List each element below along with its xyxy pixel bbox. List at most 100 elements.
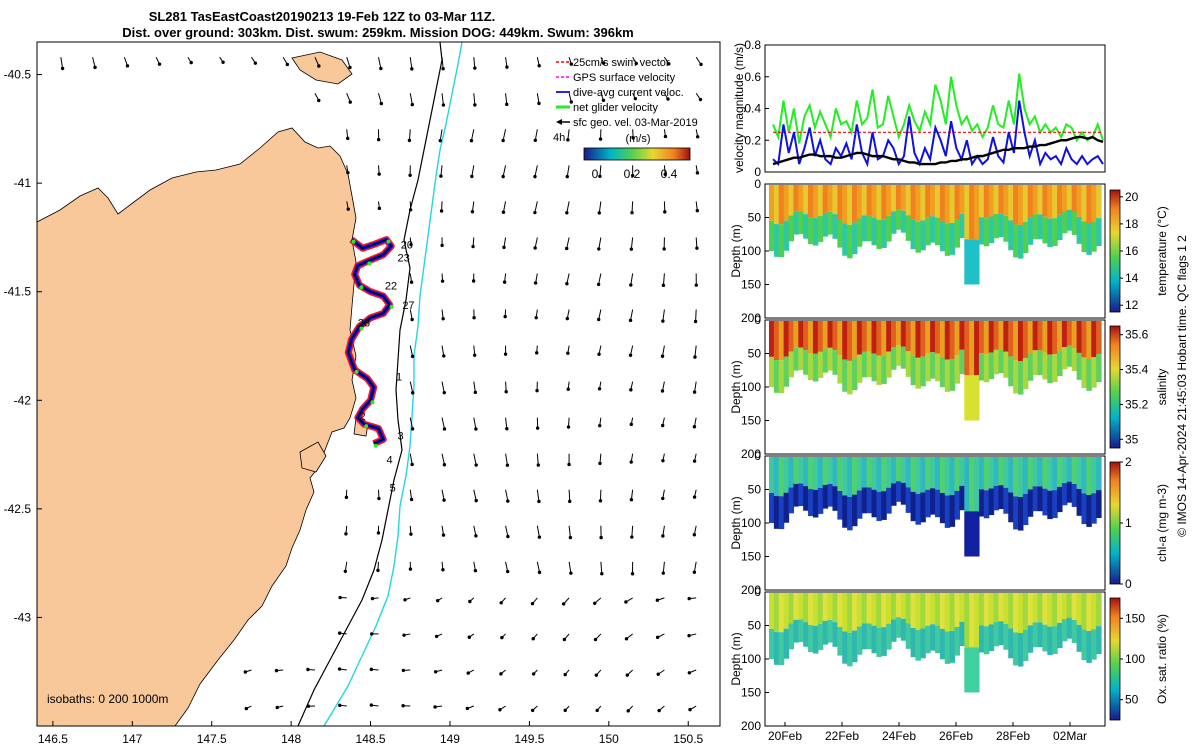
velocity-arrow-shaft [536, 489, 540, 502]
chla-cell [881, 457, 887, 492]
velocity-arrow-head [692, 533, 697, 537]
velocity-arrow-head [410, 427, 415, 431]
oxygen-cell [837, 593, 843, 627]
velocity-arrow-head [629, 460, 633, 464]
velocity-arrow-head [440, 243, 444, 248]
salinity-cell [910, 321, 917, 356]
salinity-cell [1076, 352, 1083, 380]
velocity-arrow-head [441, 533, 446, 537]
salinity-cell [847, 321, 853, 361]
oxygen-cell [852, 630, 858, 663]
temperature-cell [1086, 185, 1092, 223]
velocity-arrow-head [630, 210, 634, 215]
chla-cell [1047, 490, 1053, 520]
temperature-cell [1008, 185, 1014, 221]
oxygen-cell [847, 593, 853, 633]
temperature-cell [886, 215, 892, 242]
chla-cell [876, 457, 882, 492]
chla-cell [1071, 457, 1078, 485]
temperature-cell [1091, 185, 1097, 222]
salinity-cell [1071, 348, 1078, 371]
velocity-arrow-head [688, 707, 692, 712]
temperature-cell [783, 185, 790, 221]
salinity-cell [988, 352, 995, 380]
velocity-arrow-head [439, 174, 443, 178]
salinity-cell [837, 321, 843, 355]
velocity-arrow-shaft [662, 345, 665, 357]
temperature-cell [871, 185, 878, 218]
chla-y-tick-label: 50 [748, 483, 762, 497]
oxygen-cell [925, 625, 931, 654]
salinity-cell [861, 351, 868, 378]
salinity-cell [1003, 321, 1009, 352]
velocity-arrow-head [629, 283, 633, 287]
salinity-cell [1013, 360, 1019, 394]
velocity-arrow-head [687, 596, 691, 601]
velocity-arrow-head [566, 425, 571, 429]
oxygen-cell [798, 593, 804, 620]
oxygen-cell [1037, 593, 1044, 623]
chla-cell [783, 457, 790, 493]
temperature-cell [1076, 216, 1083, 244]
temperature-cell [935, 185, 941, 218]
temperature-cell [1032, 185, 1039, 215]
tasmania-land [37, 127, 357, 726]
salinity-cell [900, 346, 907, 369]
velocity-arrow-head [407, 138, 412, 143]
temperature-cell [788, 215, 795, 242]
map-x-tick-label: 148.5 [356, 732, 386, 746]
chla-y-tick-label: 100 [741, 516, 761, 530]
chla-cell [769, 492, 775, 523]
chla-cell [1086, 457, 1092, 495]
velocity-arrow-shaft [598, 201, 602, 213]
oxygen-cell [1052, 626, 1058, 655]
temperature-cell [1061, 185, 1068, 212]
temperature-cell [1096, 185, 1102, 219]
chla-cell [808, 489, 814, 517]
velocity-arrow-head [694, 283, 698, 287]
oxygen-cell [905, 623, 912, 649]
velocity-arrow-shaft [473, 57, 476, 69]
velocity-arrow-head [596, 317, 601, 322]
oxygen-cell [778, 593, 785, 633]
chla-cell [1057, 486, 1063, 513]
oxygen-cell [1076, 593, 1083, 625]
oxygen-cell [1057, 622, 1063, 649]
salinity-cell [910, 355, 917, 386]
temperature-cell [895, 209, 902, 230]
velocity-arrow-head [687, 671, 692, 675]
velocity-arrow-head [629, 247, 634, 251]
velocity-arrow-head [438, 138, 442, 143]
temperature-cell [876, 219, 882, 249]
velocity-arrow-shaft [693, 561, 697, 573]
salinity-cell [1066, 345, 1073, 367]
salinity-cell [1003, 351, 1009, 378]
temperature-cell [1086, 222, 1092, 255]
velocity-arrow-shaft [473, 525, 477, 536]
velocity-arrow-head [563, 708, 567, 713]
velocity-arrow-head [534, 351, 539, 355]
velocity-arrow-head [629, 388, 633, 392]
salinity-cell [925, 321, 931, 354]
salinity-cell [1037, 350, 1044, 376]
velocity-arrow-head [471, 279, 476, 283]
oxygen-cell [1032, 622, 1039, 648]
chla-cell [993, 485, 1000, 511]
temperature-y-tick-label: 200 [741, 311, 761, 325]
oxygen-cell [886, 623, 892, 650]
oxygen-cell [1052, 593, 1058, 627]
velocity-y-tick-label: 0.8 [744, 38, 761, 52]
surface-velocity-vectors [60, 56, 703, 713]
track-day-label: 23 [398, 252, 410, 264]
velocity-arrow-shaft [568, 525, 571, 538]
velocity-arrow-head [695, 246, 699, 250]
velocity-arrow-head [537, 64, 541, 68]
velocity-arrow-head [593, 601, 597, 606]
chla-cell [983, 457, 990, 491]
legend-diveavg-label: dive-avg current veloc. [573, 87, 684, 99]
velocity-arrow-head [505, 427, 509, 431]
chla-cell [974, 457, 980, 512]
oxygen-cell [891, 619, 897, 642]
temperature-cell [969, 185, 975, 240]
map-x-tick-label: 150 [599, 732, 619, 746]
